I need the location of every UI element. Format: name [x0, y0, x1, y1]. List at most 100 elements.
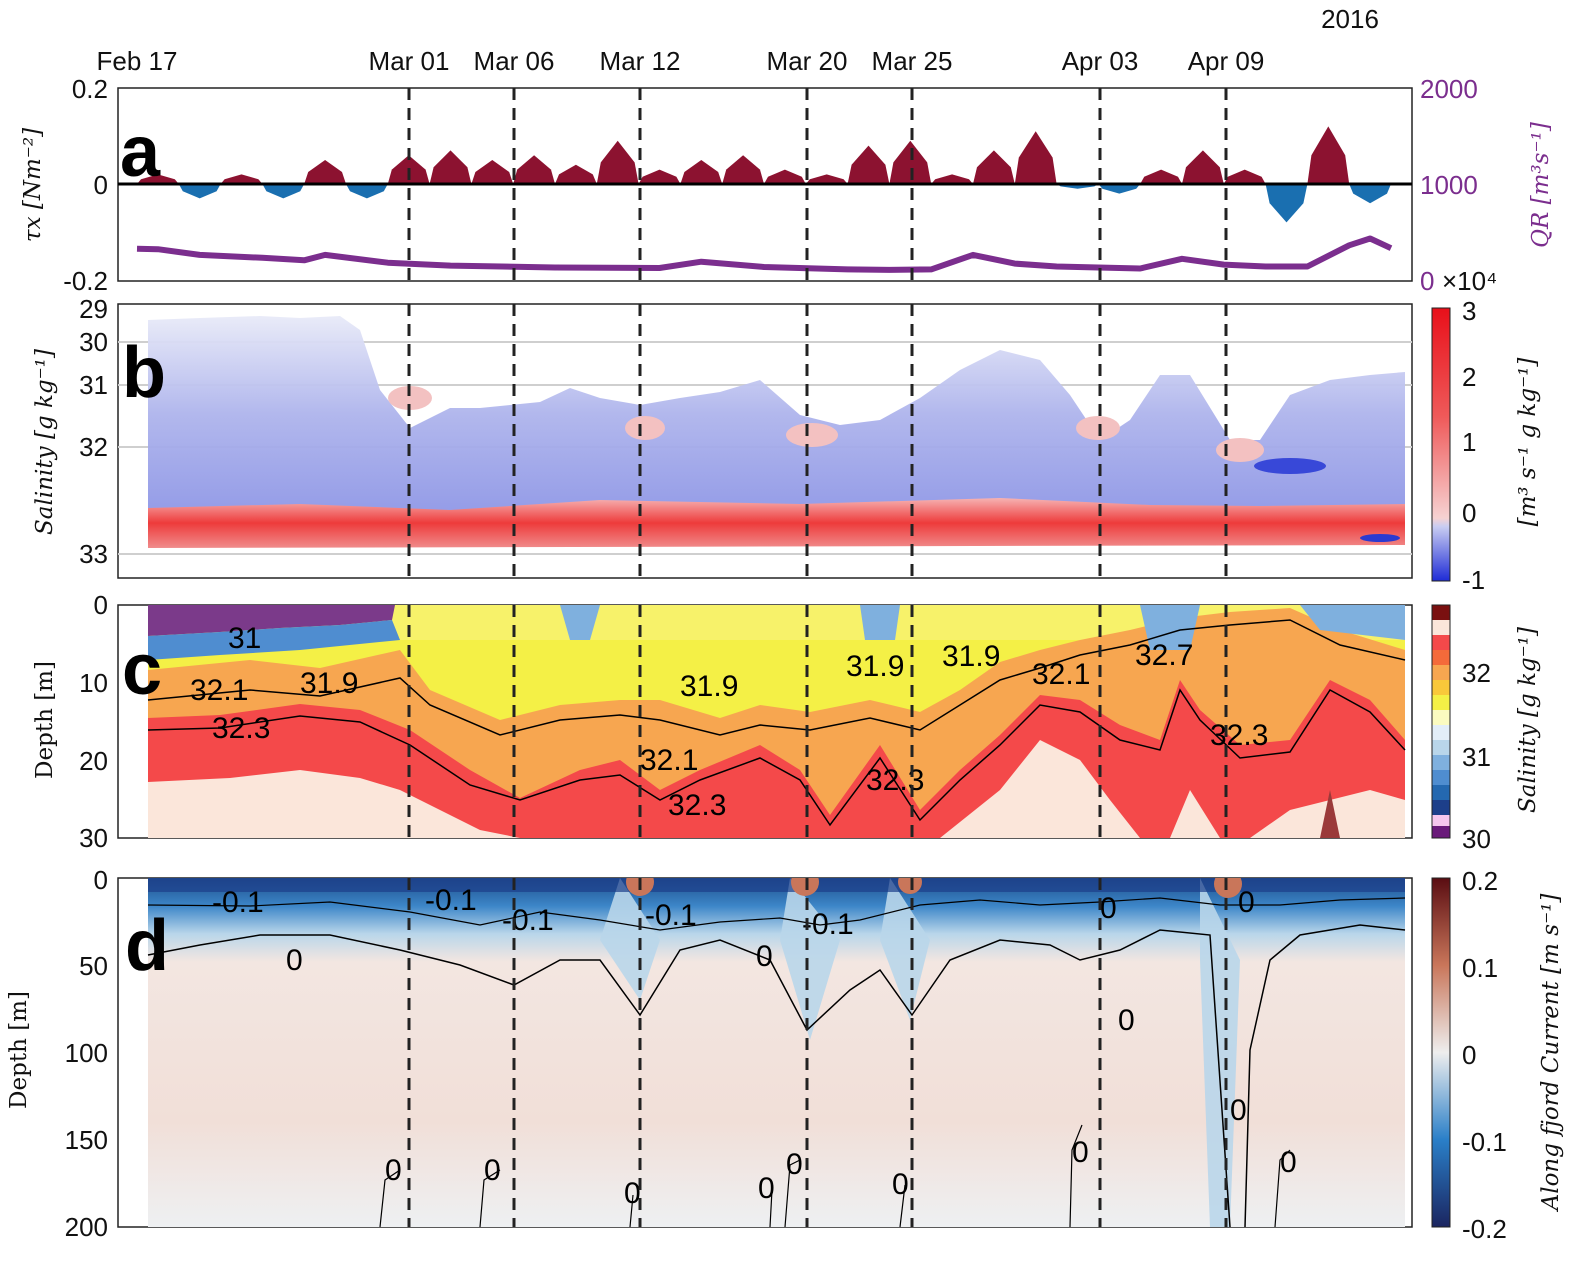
wind-stress-positive-area	[847, 145, 890, 184]
date-label: Mar 20	[767, 46, 848, 76]
wind-stress-negative-area	[1349, 184, 1391, 204]
surface-inflow-patch	[1214, 878, 1242, 898]
contour-line	[147, 619, 1406, 736]
wind-stress-positive-area	[137, 174, 179, 184]
contour-label: 0	[758, 1172, 775, 1205]
fresh-intrusion	[148, 605, 395, 636]
contour-line	[1244, 924, 1406, 1228]
colorbar-tick: 31	[1462, 742, 1491, 772]
ytick: 150	[65, 1125, 108, 1155]
positive-patch	[786, 423, 838, 447]
ytick: 33	[79, 539, 108, 569]
contour-label: 32.3	[1210, 719, 1268, 752]
ytick: 30	[79, 823, 108, 853]
contour-label: 0	[756, 940, 773, 973]
colorbar-tick: 0.1	[1462, 953, 1498, 983]
ylabel: Depth [m]	[6, 991, 32, 1109]
ytick: 200	[65, 1212, 108, 1242]
colorbar-tick: 0	[1462, 1040, 1476, 1070]
panel-c: c 31 32.1 31.9 32.3 31.9 32.1 32.3 31.9 …	[32, 590, 1541, 854]
wind-stress-positive-area	[931, 174, 973, 184]
event-lines	[407, 88, 1228, 1227]
contour-label: 0	[385, 1154, 402, 1187]
wind-stress-negative-area	[178, 184, 221, 199]
fresh-intrusion	[1300, 605, 1405, 640]
panel-letter-c: c	[122, 630, 162, 710]
wind-stress-positive-area	[805, 174, 848, 184]
contour-label: 0	[286, 944, 303, 977]
contour-label: 32.1	[190, 674, 248, 707]
contour-label: 0	[1230, 1094, 1247, 1127]
panel-d: d -0.1 -0.1 -0.1 -0.1 -0.1 0 0 0 0 0 0 0…	[6, 865, 1564, 1244]
contour-label: -0.1	[425, 884, 477, 917]
ytick: 100	[65, 1038, 108, 1068]
colorbar-tick: 1	[1462, 427, 1476, 457]
contour-label: 31.9	[300, 667, 358, 700]
contour-label: 0	[1118, 1004, 1135, 1037]
contour-line	[147, 688, 1406, 827]
contour-line	[379, 1124, 1291, 1228]
contour-label: 32.3	[866, 764, 924, 797]
date-labels: Feb 17 Mar 01 Mar 06 Mar 12 Mar 20 Mar 2…	[97, 46, 1265, 76]
contour-label: 31.9	[942, 640, 1000, 673]
wind-stress-positive-area	[1140, 169, 1182, 184]
wind-stress-positive-area	[1182, 150, 1224, 184]
wind-stress-positive-area	[304, 160, 346, 184]
ylabel-left: τx [Nm⁻²]	[20, 128, 46, 242]
date-label: Apr 03	[1062, 46, 1139, 76]
ytick: 50	[79, 951, 108, 981]
colorbar-tick: 0	[1462, 498, 1476, 528]
colorbar-label: Salinity [g kg⁻¹]	[1515, 627, 1541, 813]
contour-label: 31	[228, 622, 261, 655]
colorbar-d	[1431, 877, 1451, 1228]
ytick: 0	[94, 590, 108, 620]
wind-stress-positive-area	[429, 150, 472, 184]
wind-stress-negative-area	[1098, 184, 1141, 194]
contour-label: 0	[1100, 892, 1117, 925]
surface-inflow-patch	[791, 878, 819, 896]
current-field	[148, 878, 1405, 1227]
wind-stress-negative-area	[346, 184, 388, 199]
contour-label: 31.9	[846, 650, 904, 683]
ytick: 30	[79, 327, 108, 357]
date-label: Mar 01	[369, 46, 450, 76]
wind-stress-positive-area	[722, 155, 764, 184]
fresh-layer-top	[148, 605, 1405, 640]
ytick-left: -0.2	[63, 266, 108, 296]
colorbar-tick: -0.1	[1462, 1127, 1507, 1157]
ytick: 31	[79, 370, 108, 400]
colorbar-tick: 30	[1462, 824, 1491, 854]
wind-stress-positive-area	[1223, 169, 1266, 184]
wind-stress-positive-area	[596, 140, 639, 184]
panel-letter-d: d	[125, 906, 169, 986]
ytick-left: 0	[94, 170, 108, 200]
date-label: Mar 25	[872, 46, 953, 76]
ytick-right: 2000	[1420, 74, 1478, 104]
ytick-right: 1000	[1420, 170, 1478, 200]
contour-label: 32.7	[1135, 639, 1193, 672]
positive-patch	[1216, 438, 1264, 462]
year-label: 2016	[1321, 4, 1379, 34]
contour-label: 0	[1238, 886, 1255, 919]
wind-stress-positive-area	[680, 160, 723, 184]
wind-stress-negative-area	[262, 184, 305, 199]
contour-label: 0	[1072, 1136, 1089, 1169]
contour-label: 32.1	[1032, 658, 1090, 691]
ytick: 10	[79, 668, 108, 698]
panel-letter-a: a	[120, 112, 161, 192]
contour-label: 0	[624, 1177, 641, 1210]
wind-stress-positive-area	[555, 164, 597, 184]
contour-label: 32.1	[640, 744, 698, 777]
date-label: Mar 06	[474, 46, 555, 76]
fresh-intrusion	[1140, 605, 1200, 650]
fresh-intrusion	[148, 620, 400, 660]
negative-flux-region	[148, 316, 1405, 512]
wind-stress-positive-area	[638, 169, 681, 184]
panel-b: b 29 30 31 32 33 Salinity [g kg⁻¹] 3 2 1…	[32, 294, 1541, 595]
contour-label: 0	[1280, 1146, 1297, 1179]
panel-letter-b: b	[122, 333, 166, 413]
ylabel-right: QR [m³s⁻¹]	[1528, 122, 1554, 248]
ylabel: Depth [m]	[32, 661, 58, 779]
colorbar-tick: -0.2	[1462, 1214, 1507, 1244]
wind-stress-positive-area	[513, 155, 555, 184]
